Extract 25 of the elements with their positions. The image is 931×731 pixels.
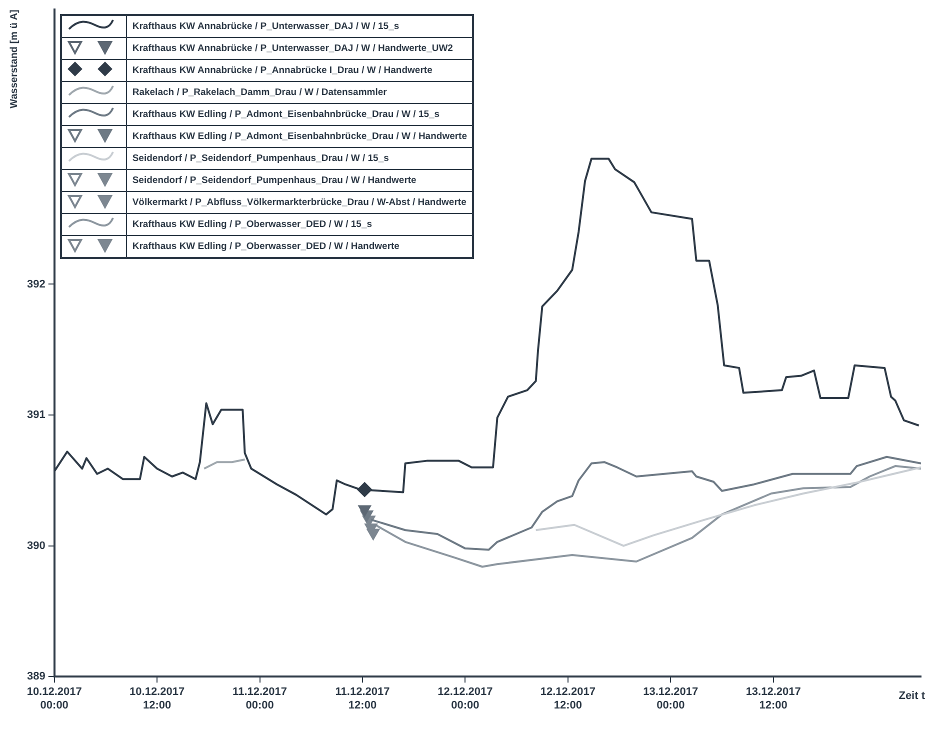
legend-label: Krafthaus KW Edling / P_Oberwasser_DED / W / 15_s	[126, 213, 474, 236]
x-axis-title: Zeit t	[898, 690, 926, 702]
legend-label: Krafthaus KW Annabrücke / P_Unterwasser_DAJ / W / 15_s	[126, 14, 474, 38]
y-axis-title: Wasserstand [m ü A]	[8, 10, 20, 108]
legend-label: Krafthaus KW Edling / P_Oberwasser_DED / W / Handwerte	[126, 235, 474, 258]
x-tick-label: 13.12.2017 12:00	[746, 686, 801, 712]
legend-label: Seidendorf / P_Seidendorf_Pumpenhaus_Drau / W / Handwerte	[126, 169, 474, 192]
legend-label: Völkermarkt / P_Abfluss_Völkermarkterbrücke_Drau / W-Abst / Handwerte	[126, 191, 474, 214]
legend-label: Krafthaus KW Annabrücke / P_Unterwasser_DAJ / W / Handwerte_UW2	[126, 37, 474, 60]
x-tick-label: 11.12.2017 12:00	[335, 686, 390, 712]
y-tick-label: 391	[26, 409, 46, 422]
x-tick-label: 10.12.2017 12:00	[130, 686, 185, 712]
x-tick-label: 12.12.2017 00:00	[438, 686, 493, 712]
y-tick-label: 392	[26, 278, 46, 290]
legend-label: Krafthaus KW Annabrücke / P_Annabrücke I_Drau / W / Handwerte	[126, 59, 474, 82]
y-tick-label: 389	[26, 670, 46, 683]
x-tick-label: 11.12.2017 00:00	[232, 686, 288, 712]
x-tick-label: 12.12.2017 12:00	[540, 686, 596, 712]
y-tick-label: 390	[26, 540, 46, 552]
x-tick-label: 10.12.2017 00:00	[26, 686, 82, 712]
x-tick-label: 13.12.2017 00:00	[643, 686, 698, 712]
legend-label: Seidendorf / P_Seidendorf_Pumpenhaus_Drau / W / 15_s	[126, 147, 474, 170]
legend-label: Rakelach / P_Rakelach_Damm_Drau / W / Datensammler	[126, 81, 474, 104]
legend-label: Krafthaus KW Edling / P_Admont_Eisenbahnbrücke_Drau / W / Handwerte	[126, 125, 474, 148]
legend-label: Krafthaus KW Edling / P_Admont_Eisenbahnbrücke_Drau / W / 15_s	[126, 103, 474, 126]
